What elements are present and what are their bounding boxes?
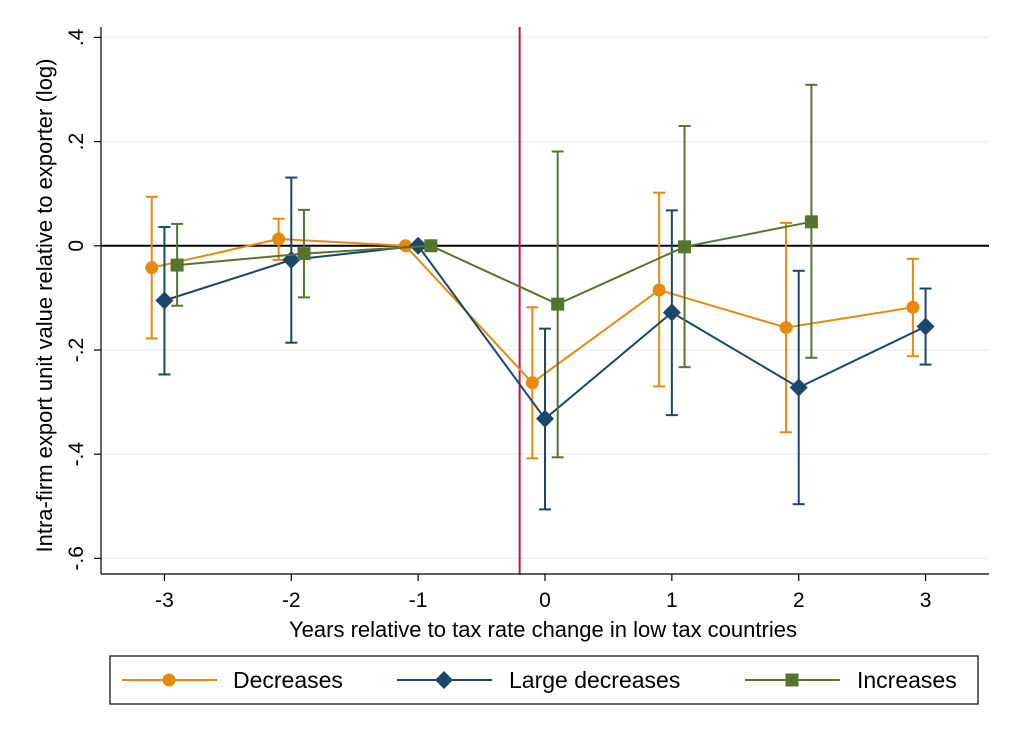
legend-label-large-decreases: Large decreases	[509, 667, 680, 693]
legend-marker-increases	[785, 673, 799, 687]
x-tick-label: 1	[666, 589, 678, 612]
data-point	[398, 239, 412, 253]
y-tick-label: .4	[65, 28, 88, 46]
series-line	[177, 220, 812, 306]
series-decreases	[145, 191, 920, 460]
y-tick-label: -.6	[65, 546, 88, 571]
x-tick-label: -1	[409, 589, 428, 612]
data-point	[297, 247, 311, 261]
data-point	[804, 215, 818, 229]
x-tick-label: 0	[539, 589, 551, 612]
data-point	[424, 239, 438, 253]
data-point	[779, 321, 793, 335]
data-point	[652, 283, 666, 297]
legend-marker-decreases	[162, 673, 176, 687]
x-tick-label: 2	[793, 589, 805, 612]
data-point	[282, 250, 301, 269]
data-point	[678, 240, 692, 254]
data-point	[906, 300, 920, 314]
y-tick-label: 0	[65, 240, 88, 252]
x-axis-title: Years relative to tax rate change in low…	[289, 617, 797, 642]
data-point	[170, 258, 184, 272]
data-point	[145, 261, 159, 275]
data-point	[525, 376, 539, 390]
x-tick-label: 3	[920, 589, 932, 612]
legend-marker-large-decreases	[435, 671, 453, 689]
x-tick-label: -3	[155, 589, 174, 612]
series-increases	[170, 83, 818, 459]
data-point	[155, 291, 174, 310]
data-point	[551, 297, 565, 311]
x-tick-label: -2	[282, 589, 301, 612]
y-tick-label: .2	[65, 133, 88, 151]
y-tick-label: -.2	[65, 338, 88, 363]
legend-label-decreases: Decreases	[233, 667, 343, 693]
y-axis-title: Intra-firm export unit value relative to…	[32, 59, 57, 553]
legend: Decreases Large decreases Increases	[109, 655, 979, 705]
axes: -.6 -.4 -.2 0 .2 .4 -3 -2 -1 0 1 2 3	[65, 27, 989, 612]
data-point	[536, 409, 554, 428]
data-point	[789, 378, 808, 397]
data-point	[272, 232, 286, 246]
data-point	[916, 317, 935, 336]
legend-label-increases: Increases	[857, 667, 957, 693]
y-tick-label: -.4	[65, 442, 88, 467]
data-point	[662, 303, 681, 322]
series-layer	[145, 83, 935, 511]
